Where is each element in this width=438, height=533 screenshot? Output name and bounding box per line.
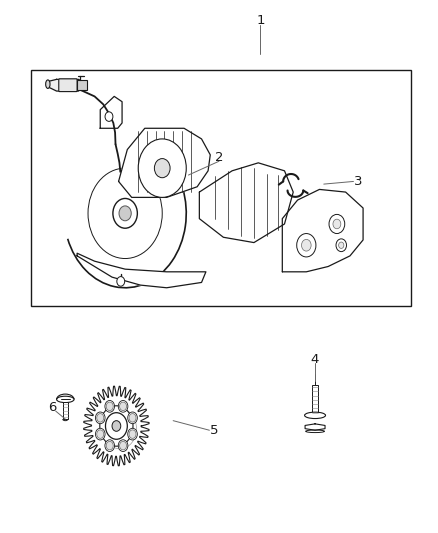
Circle shape	[129, 414, 136, 422]
Circle shape	[128, 412, 138, 424]
Text: 5: 5	[210, 424, 219, 437]
Circle shape	[118, 440, 128, 451]
Circle shape	[117, 277, 125, 286]
Circle shape	[120, 441, 127, 450]
Circle shape	[333, 219, 341, 229]
Circle shape	[105, 440, 114, 451]
Circle shape	[106, 413, 127, 439]
Circle shape	[112, 421, 121, 431]
Circle shape	[106, 402, 113, 410]
Bar	[77, 80, 87, 90]
Circle shape	[88, 168, 162, 259]
Polygon shape	[100, 96, 122, 128]
FancyBboxPatch shape	[59, 79, 77, 92]
Ellipse shape	[306, 430, 325, 433]
Polygon shape	[77, 253, 206, 288]
Text: 4: 4	[311, 353, 319, 366]
Polygon shape	[283, 189, 363, 272]
Circle shape	[97, 414, 104, 422]
Polygon shape	[305, 424, 325, 430]
Ellipse shape	[46, 80, 50, 88]
Circle shape	[128, 429, 138, 440]
Ellipse shape	[57, 396, 74, 402]
Circle shape	[106, 441, 113, 450]
Polygon shape	[119, 128, 210, 197]
Text: 6: 6	[48, 401, 57, 414]
Ellipse shape	[304, 412, 325, 418]
Circle shape	[129, 430, 136, 438]
Circle shape	[100, 406, 133, 446]
Circle shape	[120, 402, 127, 410]
Circle shape	[339, 242, 344, 248]
Circle shape	[118, 400, 128, 412]
Circle shape	[95, 429, 105, 440]
Circle shape	[113, 198, 138, 228]
Text: 1: 1	[256, 14, 265, 27]
Text: 3: 3	[354, 175, 363, 188]
Circle shape	[336, 239, 346, 252]
Polygon shape	[199, 163, 293, 243]
Circle shape	[154, 159, 170, 177]
Circle shape	[95, 412, 105, 424]
Circle shape	[329, 214, 345, 233]
Circle shape	[297, 233, 316, 257]
Polygon shape	[84, 386, 149, 466]
Bar	[63, 402, 68, 419]
Circle shape	[301, 239, 311, 251]
Text: 2: 2	[215, 151, 223, 164]
Polygon shape	[48, 79, 83, 91]
Circle shape	[119, 206, 131, 221]
Circle shape	[105, 400, 114, 412]
Circle shape	[138, 139, 186, 197]
Bar	[312, 384, 318, 415]
Bar	[31, 70, 411, 306]
Circle shape	[105, 112, 113, 122]
Circle shape	[97, 430, 104, 438]
